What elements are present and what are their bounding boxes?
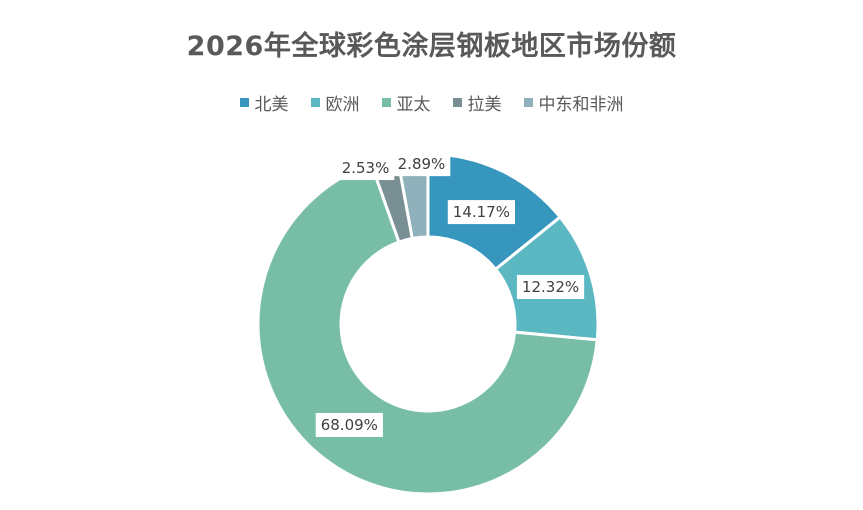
data-label-middle-east-africa: 2.89% bbox=[398, 155, 446, 173]
data-label-north-america: 14.17% bbox=[453, 203, 510, 221]
data-label-latin-america: 2.53% bbox=[342, 159, 390, 177]
legend-item-middle-east-africa: 中东和非洲 bbox=[523, 90, 624, 115]
legend-label: 北美 bbox=[254, 95, 289, 115]
chart-title: 2026年全球彩色涂层钢板地区市场份额 bbox=[186, 31, 677, 62]
legend-swatch bbox=[381, 98, 391, 107]
legend-label: 中东和非洲 bbox=[538, 95, 624, 115]
data-label-box bbox=[447, 200, 515, 225]
legend-swatch bbox=[523, 98, 533, 107]
donut-slice-asia-pacific bbox=[256, 161, 599, 496]
data-label-box bbox=[336, 156, 395, 181]
data-label-box bbox=[516, 274, 585, 299]
legend-label: 欧洲 bbox=[325, 95, 360, 115]
data-label-asia-pacific: 68.09% bbox=[321, 416, 378, 434]
legend-swatch bbox=[239, 98, 249, 107]
data-label-europe: 12.32% bbox=[522, 278, 579, 296]
legend-label: 亚太 bbox=[396, 95, 431, 115]
legend-label: 拉美 bbox=[467, 95, 502, 115]
legend-swatch bbox=[310, 98, 320, 107]
legend-item-asia-pacific: 亚太 bbox=[381, 90, 431, 115]
legend-item-europe: 欧洲 bbox=[310, 90, 360, 115]
data-label-box bbox=[315, 412, 383, 437]
legend-swatch bbox=[452, 98, 462, 107]
chart-legend: 北美 欧洲 亚太 拉美 中东和非洲 bbox=[0, 90, 863, 115]
legend-item-north-america: 北美 bbox=[239, 90, 289, 115]
data-label-box bbox=[392, 152, 451, 177]
legend-item-latin-america: 拉美 bbox=[452, 90, 502, 115]
